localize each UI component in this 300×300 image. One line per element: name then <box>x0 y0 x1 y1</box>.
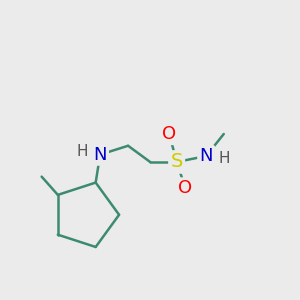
Text: O: O <box>178 179 193 197</box>
Text: N: N <box>93 146 107 164</box>
Text: N: N <box>200 147 213 165</box>
Text: S: S <box>170 152 183 172</box>
Text: O: O <box>162 125 176 143</box>
Text: H: H <box>219 151 230 166</box>
Text: H: H <box>77 144 88 159</box>
